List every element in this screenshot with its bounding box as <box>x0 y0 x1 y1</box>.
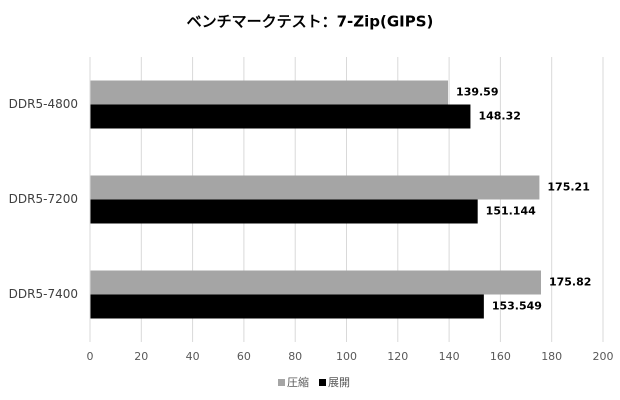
legend-swatch <box>319 379 326 386</box>
x-tick-label: 0 <box>87 350 94 363</box>
value-label: 148.32 <box>478 110 520 123</box>
x-tick-label: 40 <box>186 350 200 363</box>
x-tick-label: 200 <box>593 350 614 363</box>
x-tick-label: 140 <box>439 350 460 363</box>
category-label: DDR5-7400 <box>9 287 78 301</box>
bar <box>90 294 484 319</box>
category-label: DDR5-7200 <box>9 192 78 206</box>
bar <box>90 80 449 105</box>
x-tick-label: 100 <box>336 350 357 363</box>
bar <box>90 104 471 129</box>
value-label: 175.21 <box>547 181 589 194</box>
category-label: DDR5-4800 <box>9 97 78 111</box>
legend-label: 圧縮 <box>287 375 309 389</box>
bar <box>90 270 541 295</box>
chart-title: ベンチマークテスト：7-Zip(GIPS) <box>187 13 434 31</box>
x-tick-label: 120 <box>387 350 408 363</box>
x-tick-label: 80 <box>288 350 302 363</box>
bar <box>90 199 478 224</box>
value-label: 153.549 <box>492 300 542 313</box>
value-label: 151.144 <box>486 205 536 218</box>
legend-swatch <box>278 379 285 386</box>
value-label: 139.59 <box>456 86 498 99</box>
value-label: 175.82 <box>549 276 591 289</box>
x-tick-label: 180 <box>541 350 562 363</box>
x-tick-label: 20 <box>134 350 148 363</box>
x-tick-label: 60 <box>237 350 251 363</box>
legend-label: 展開 <box>328 376 350 389</box>
bar <box>90 175 540 200</box>
x-tick-label: 160 <box>490 350 511 363</box>
